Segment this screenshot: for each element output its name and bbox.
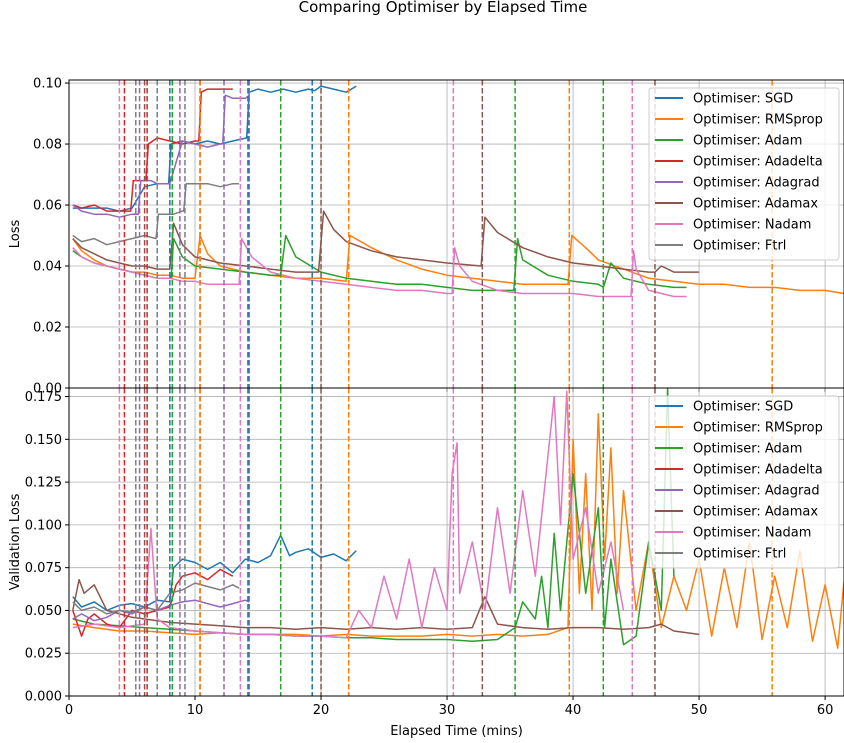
series-line-ftrl bbox=[72, 582, 240, 615]
legend-entry: Optimiser: Adadelta bbox=[693, 155, 823, 170]
y-tick-label: 0.00 bbox=[33, 382, 62, 397]
y-axis-label: Validation Loss bbox=[8, 493, 23, 590]
plot-area bbox=[72, 80, 844, 388]
legend-entry: Optimiser: Ftrl bbox=[693, 239, 786, 254]
x-tick-label: 20 bbox=[313, 703, 330, 718]
x-tick-label: 40 bbox=[565, 703, 582, 718]
series-line-ftrl bbox=[72, 182, 240, 246]
x-tick-label: 60 bbox=[817, 703, 834, 718]
legend-entry: Optimiser: Adadelta bbox=[693, 463, 823, 478]
series-line-sgd bbox=[72, 534, 357, 612]
loss-panel: 0.00 0.02 0.04 0.06 0.08 0.10 Loss Optimiser: S… bbox=[8, 77, 844, 397]
legend: Optimiser: SGD Optimiser: RMSprop Optimise… bbox=[648, 395, 840, 569]
x-tick-label: 30 bbox=[439, 703, 456, 718]
legend-entry: Optimiser: SGD bbox=[693, 400, 793, 415]
y-tick-label: 0.125 bbox=[25, 476, 62, 491]
series-line-adagrad bbox=[72, 94, 250, 218]
legend-entry: Optimiser: Adam bbox=[693, 134, 802, 149]
validation-loss-panel: 0.000 0.025 0.050 0.075 0.100 0.125 0.150 0.175… bbox=[8, 387, 844, 739]
y-tick-label: 0.10 bbox=[33, 77, 62, 92]
axes-frame bbox=[68, 387, 844, 697]
y-tick-label: 0.06 bbox=[33, 199, 62, 214]
series-line-nadam bbox=[72, 390, 625, 639]
legend-entry: Optimiser: Adagrad bbox=[693, 176, 820, 191]
y-axis-label: Loss bbox=[8, 220, 23, 249]
plot-area bbox=[72, 388, 844, 696]
y-tick-label: 0.04 bbox=[33, 260, 62, 275]
x-axis-label: Elapsed Time (mins) bbox=[390, 724, 523, 739]
y-tick-label: 0.100 bbox=[25, 518, 62, 533]
series-line-nadam bbox=[72, 237, 687, 298]
legend-entry: Optimiser: Ftrl bbox=[693, 547, 786, 562]
legend-entry: Optimiser: Adamax bbox=[693, 505, 818, 520]
x-tick-label: 50 bbox=[691, 703, 708, 718]
legend-entry: Optimiser: Adagrad bbox=[693, 484, 820, 499]
legend-entry: Optimiser: Nadam bbox=[693, 526, 811, 541]
y-tick-label: 0.08 bbox=[33, 138, 62, 153]
legend-entry: Optimiser: SGD bbox=[693, 92, 793, 107]
y-tick-label: 0.075 bbox=[25, 561, 62, 576]
figure-title: Comparing Optimiser by Elapsed Time bbox=[299, 0, 588, 16]
legend-entry: Optimiser: RMSprop bbox=[693, 113, 823, 128]
y-tick-label: 0.050 bbox=[25, 604, 62, 619]
series-line-adadelta bbox=[72, 88, 233, 212]
y-tick-label: 0.175 bbox=[25, 390, 62, 405]
legend: Optimiser: SGD Optimiser: RMSprop Optimise… bbox=[648, 87, 840, 261]
legend-entry: Optimiser: RMSprop bbox=[693, 421, 823, 436]
y-tick-label: 0.000 bbox=[25, 690, 62, 705]
series-line-adamax bbox=[72, 578, 700, 636]
series-line-adadelta bbox=[72, 568, 234, 637]
legend-entry: Optimiser: Adam bbox=[693, 442, 802, 457]
series-line-adagrad bbox=[72, 599, 250, 622]
y-tick-label: 0.025 bbox=[25, 647, 62, 662]
legend-entry: Optimiser: Adamax bbox=[693, 197, 818, 212]
x-tick-label: 0 bbox=[65, 703, 73, 718]
x-tick-label: 10 bbox=[187, 703, 204, 718]
y-tick-label: 0.02 bbox=[33, 321, 62, 336]
y-tick-label: 0.150 bbox=[25, 433, 62, 448]
legend-entry: Optimiser: Nadam bbox=[693, 218, 811, 233]
